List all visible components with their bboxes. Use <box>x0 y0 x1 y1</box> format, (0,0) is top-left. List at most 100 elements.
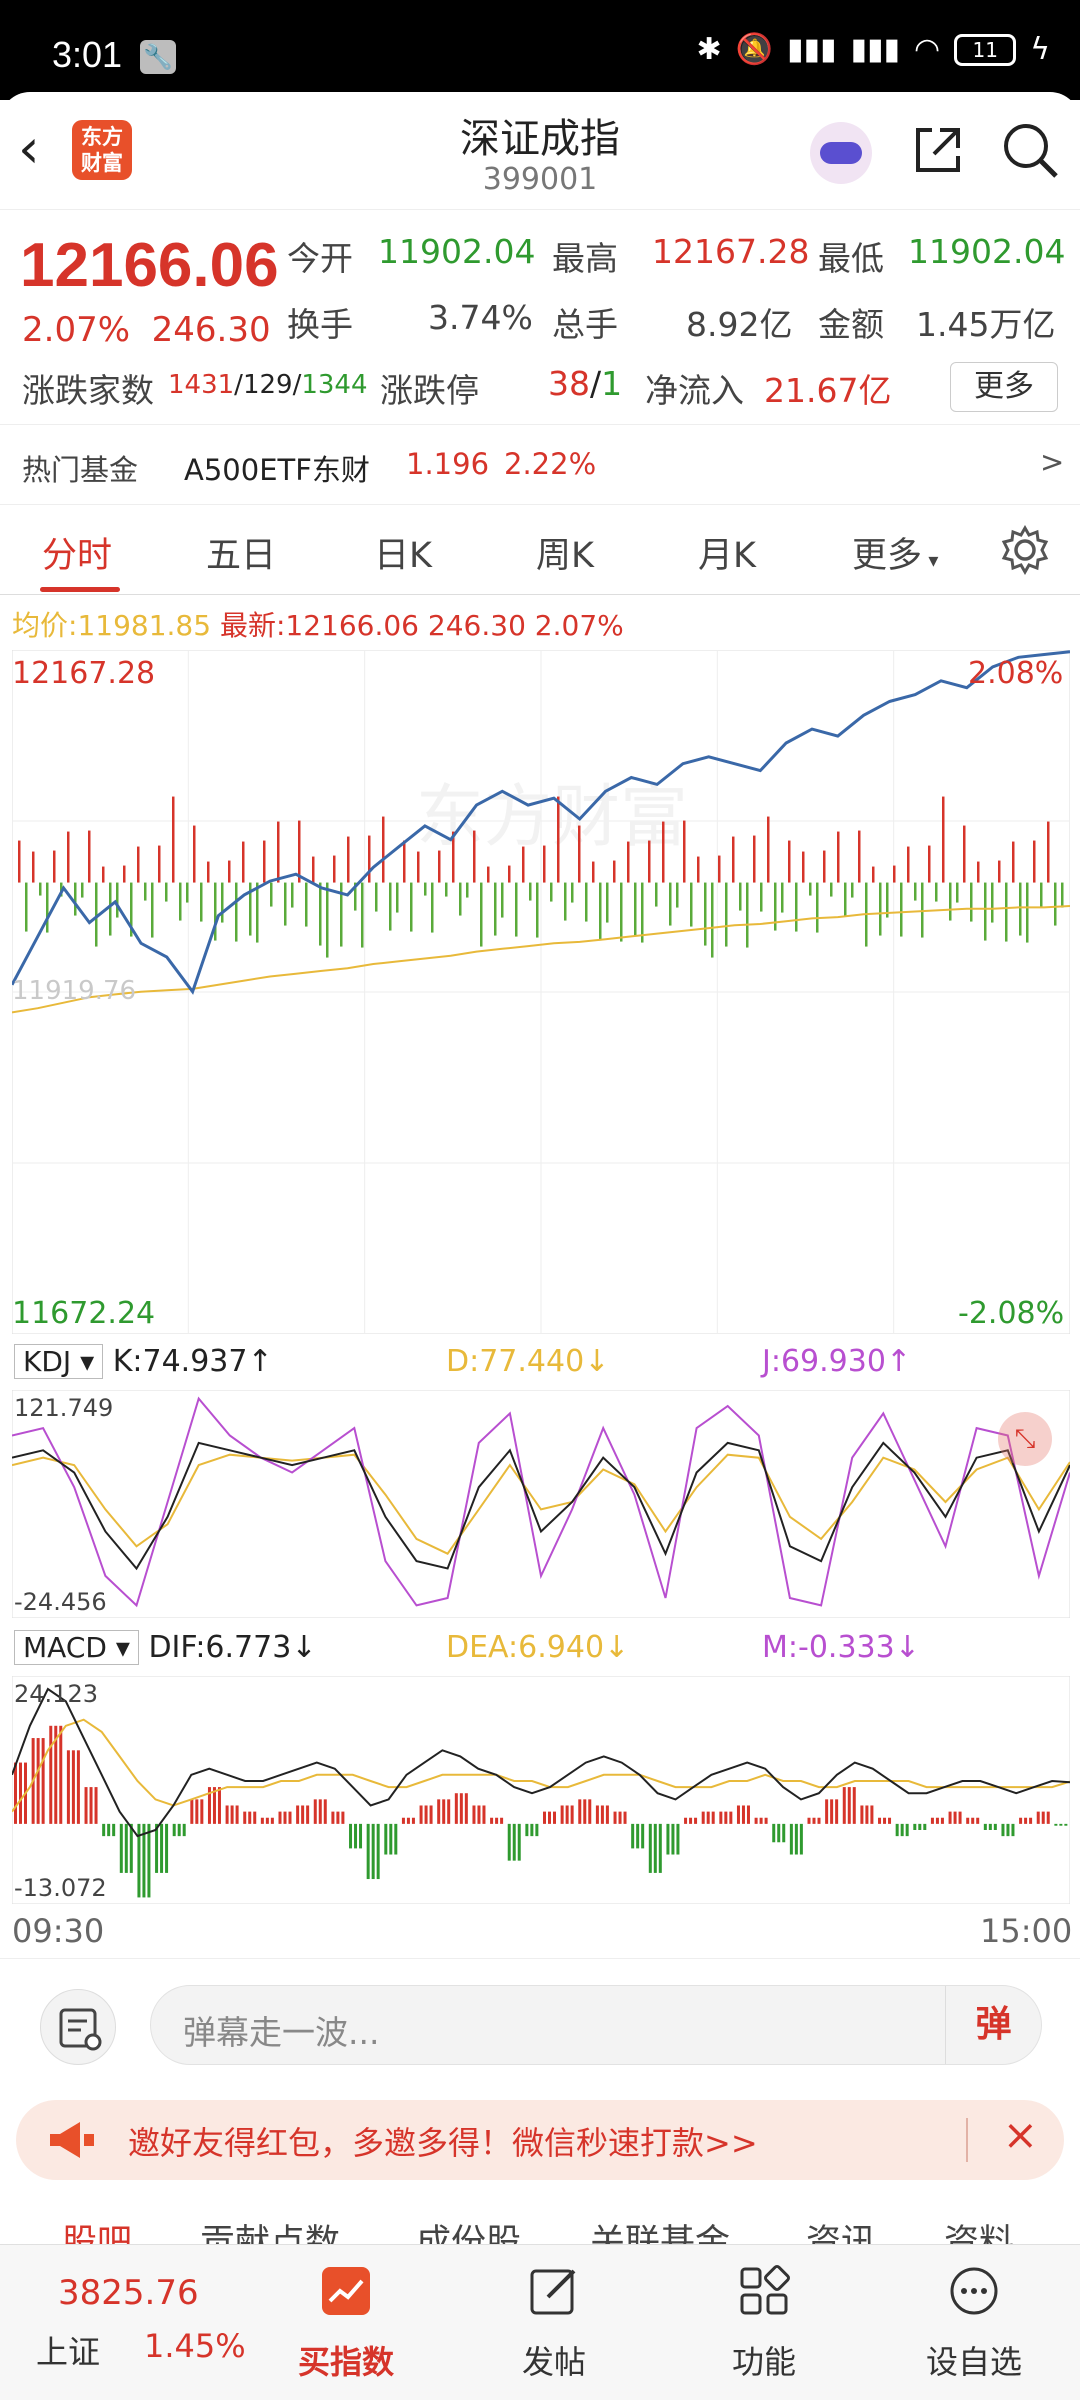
macd-bar <box>464 1793 468 1824</box>
volume-bar <box>522 846 525 883</box>
nav-functions[interactable]: 功能 <box>664 2245 864 2401</box>
barrage-send-button[interactable]: 弹 <box>945 1986 1041 2064</box>
subtab-news[interactable]: 资讯 <box>806 2223 877 2244</box>
kdj-chart[interactable] <box>12 1390 1070 1618</box>
macd-bar <box>631 1823 635 1849</box>
volume-bar <box>214 882 217 941</box>
macd-bar <box>623 1811 627 1824</box>
macd-bar <box>888 1817 892 1824</box>
volume-bar <box>963 825 966 883</box>
volume-bar <box>389 882 392 931</box>
macd-bar <box>54 1725 58 1824</box>
hot-fund-row[interactable]: 热门基金 A500ETF东财 1.196 2.22% > <box>0 425 1080 505</box>
macd-bar <box>124 1823 128 1873</box>
macd-bar <box>900 1823 904 1837</box>
macd-bar <box>940 1817 944 1824</box>
subtab-contribution[interactable]: 贡献点数 <box>200 2223 341 2244</box>
settings-gear-icon[interactable] <box>1000 525 1050 575</box>
volume-value: 8.92亿 <box>686 305 793 344</box>
macd-bar <box>1001 1823 1005 1837</box>
nav-add-watchlist[interactable]: 设自选 <box>874 2245 1074 2401</box>
macd-bar <box>525 1823 529 1837</box>
volume-bar <box>571 882 574 903</box>
macd-bar <box>913 1823 917 1831</box>
volume-bar <box>438 850 441 883</box>
volume-bar <box>235 882 238 942</box>
wrench-icon: 🔧 <box>140 40 176 74</box>
status-time: 3:01 <box>52 34 123 75</box>
volume-bar <box>445 882 448 897</box>
sub-tabs: 股吧 贡献点数 成份股 关联基金 资讯 资料 <box>0 2196 1080 2244</box>
tab-weekly-k[interactable]: 周K <box>536 536 594 576</box>
volume-bar <box>998 860 1001 883</box>
volume-bar <box>417 851 420 883</box>
search-icon[interactable] <box>1000 120 1060 180</box>
charging-icon: ϟ <box>1030 32 1050 67</box>
macd-top-label: 24.123 <box>14 1680 98 1708</box>
barrage-settings-icon[interactable] <box>40 1989 116 2065</box>
volume-bar <box>298 820 301 883</box>
volume-bar <box>795 882 798 932</box>
high-value: 12167.28 <box>652 232 810 271</box>
kdj-j-label: J:69.930↑ <box>762 1344 912 1379</box>
y-mid-label: 11919.76 <box>12 976 137 1006</box>
volume-bar <box>662 821 665 883</box>
macd-bar <box>807 1817 811 1824</box>
macd-bar <box>605 1805 609 1824</box>
intraday-chart[interactable]: 东方财富 <box>12 650 1070 1334</box>
macd-bar <box>359 1823 363 1849</box>
tab-monthly-k[interactable]: 月K <box>698 536 756 576</box>
macd-bar <box>371 1823 375 1880</box>
macd-bar <box>812 1817 816 1824</box>
nav-buy-index[interactable]: 买指数 <box>246 2245 446 2401</box>
volume-bar <box>1040 882 1043 907</box>
macd-bar <box>543 1811 546 1824</box>
megaphone-icon <box>50 2122 94 2158</box>
back-icon[interactable]: ‹ <box>18 117 40 180</box>
subtab-related-funds[interactable]: 关联基金 <box>590 2223 731 2244</box>
share-icon[interactable] <box>910 122 966 178</box>
close-icon[interactable]: × <box>1002 2110 1038 2159</box>
macd-bar <box>288 1811 292 1824</box>
macd-bar <box>930 1817 934 1824</box>
volume-bar <box>1026 882 1029 943</box>
price-line <box>12 650 1070 995</box>
expand-icon[interactable]: ⤡ <box>998 1412 1052 1466</box>
macd-bar <box>94 1787 98 1824</box>
subtab-components[interactable]: 成份股 <box>416 2223 522 2244</box>
current-price: 12166.06 <box>20 231 279 300</box>
tab-more[interactable]: 更多 ▾ <box>852 536 939 576</box>
volume-bar <box>305 882 308 927</box>
macd-bar <box>142 1823 146 1898</box>
macd-bar <box>905 1823 909 1837</box>
low-value: 11902.04 <box>908 232 1066 271</box>
macd-bar <box>860 1805 864 1824</box>
tab-daily-k[interactable]: 日K <box>374 536 432 576</box>
tab-intraday[interactable]: 分时 <box>42 536 113 576</box>
macd-bar <box>394 1823 398 1855</box>
more-button[interactable]: 更多 <box>950 362 1058 412</box>
kdj-selector[interactable]: KDJ ▾ <box>14 1344 104 1379</box>
macd-bar <box>376 1823 380 1880</box>
barrage-input[interactable]: 弹幕走一波... 弹 <box>150 1985 1042 2065</box>
nav-post[interactable]: 发帖 <box>454 2245 654 2401</box>
assistant-robot-icon[interactable] <box>810 122 872 184</box>
nav-shanghai-index[interactable]: 3825.76 上证 1.45% <box>0 2245 246 2401</box>
volume-bar <box>732 836 735 883</box>
macd-bar <box>512 1823 516 1861</box>
macd-selector[interactable]: MACD ▾ <box>14 1630 139 1665</box>
tab-five-day[interactable]: 五日 <box>206 536 277 576</box>
volume-bar <box>403 840 406 883</box>
subtab-guba[interactable]: 股吧 <box>62 2223 133 2244</box>
volume-bar <box>900 882 903 937</box>
macd-bar <box>570 1805 574 1824</box>
trend-up-icon <box>322 2267 370 2315</box>
macd-chart[interactable] <box>12 1676 1070 1904</box>
macd-bar <box>401 1817 405 1824</box>
macd-bar <box>953 1811 957 1824</box>
subtab-profile[interactable]: 资料 <box>944 2223 1015 2244</box>
volume-bar <box>564 882 567 921</box>
macd-bar <box>799 1823 803 1855</box>
promo-banner[interactable]: 邀好友得红包，多邀多得！微信秒速打款>> × <box>16 2100 1064 2180</box>
volume-bar <box>130 882 133 937</box>
